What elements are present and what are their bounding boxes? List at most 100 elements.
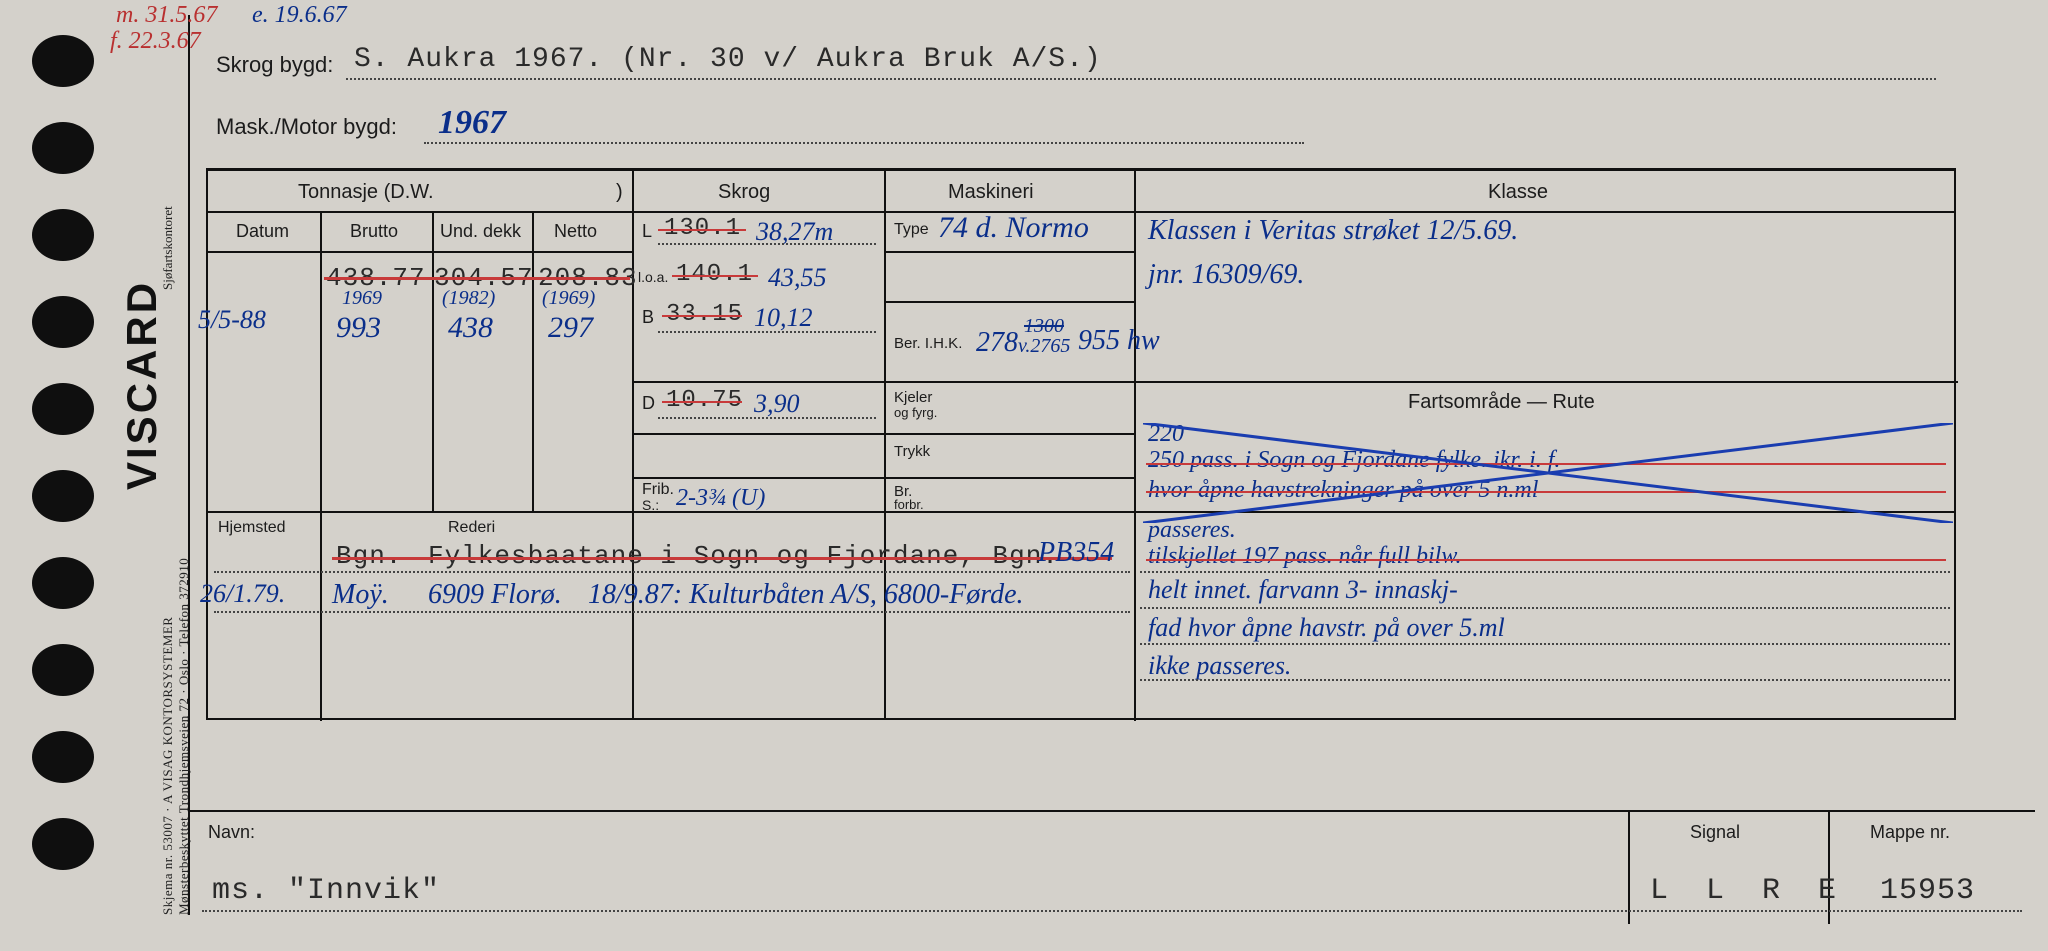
dotline [1140, 643, 1950, 645]
brand-viscard: VISCARD [118, 280, 166, 490]
dotline [424, 142, 1304, 144]
hdr-datum: Datum [236, 221, 289, 242]
value-skrog-bygd: S. Aukra 1967. (Nr. 30 v/ Aukra Bruk A/S… [354, 44, 1102, 75]
lbl-navn: Navn: [208, 822, 255, 843]
form-grid: Tonnasje (D.W. ) Skrog Maskineri Klasse … [206, 168, 1956, 720]
hjem-date2: 26/1.79. [200, 579, 285, 609]
ber-side: v.2765 [1018, 335, 1070, 358]
hole [32, 209, 94, 261]
hjem-2b: 6909 Florø. [428, 579, 562, 611]
fart-l2b: passeres. [1148, 517, 1236, 544]
hole [32, 122, 94, 174]
lbl-trykk: Trykk [894, 443, 930, 460]
dotline [1140, 679, 1950, 681]
grid-hline [884, 251, 1134, 253]
Loa-new: 43,55 [768, 263, 827, 293]
val-signal: L L R E [1650, 874, 1846, 908]
frib-val: 2-3¾ (U) [676, 485, 765, 512]
klasse-l2: jnr. 16309/69. [1148, 259, 1304, 291]
hdr-netto: Netto [554, 221, 597, 242]
dotline [214, 571, 1130, 573]
dotline [658, 331, 876, 333]
und-above: (1982) [442, 287, 495, 310]
grid-hline [632, 433, 1134, 435]
grid-vline [1134, 511, 1136, 721]
hdr-tonnasje: Tonnasje (D.W. [298, 181, 434, 204]
grid-vline [884, 171, 886, 718]
lbl-D: D [642, 393, 655, 414]
und-2: 438 [448, 311, 493, 345]
lbl-rederi: Rederi [448, 519, 495, 537]
note-f-date: f. 22.3.67 [110, 28, 201, 55]
dotline [1140, 607, 1950, 609]
grid-hline [632, 477, 1134, 479]
lbl-kjeler-sub: og fyrg. [894, 405, 937, 420]
red-strike [332, 557, 1112, 560]
D-new: 3,90 [754, 389, 800, 419]
spine-side-label: Sjøfartskontoret [160, 206, 176, 290]
punch-holes [32, 30, 112, 890]
hjem-2c: 18/9.87: Kulturbåten A/S, 6800-Førde. [588, 579, 1024, 611]
lbl-kjeler: Kjeler [894, 389, 932, 406]
dotline [214, 611, 1130, 613]
red-strike [672, 275, 758, 277]
hole [32, 818, 94, 870]
fart-l6: ikke passeres. [1148, 651, 1291, 681]
red-strike [324, 277, 630, 280]
hole [32, 644, 94, 696]
grid-vline [320, 511, 322, 721]
grid-hline [884, 301, 1134, 303]
hdr-fart: Fartsområde — Rute [1408, 391, 1595, 414]
dotline [346, 78, 1936, 80]
lbl-ber: Ber. I.H.K. [894, 335, 962, 352]
lbl-L: L [642, 221, 652, 242]
footer-strip: Navn: ms. "Innvik" Signal L L R E Mappe … [190, 810, 2035, 922]
grid-hline [1134, 381, 1958, 383]
hole [32, 35, 94, 87]
grid-vline [532, 211, 534, 511]
grid-vline [432, 211, 434, 511]
fart-l3: tilskjellet 197 pass. når full bilw. [1148, 543, 1462, 570]
grid-hline [632, 381, 1134, 383]
val-mappe: 15953 [1880, 874, 1975, 908]
index-card: VISCARD Skjema nr. 53007 · A VISAG KONTO… [0, 0, 2048, 951]
label-motor-bygd: Mask./Motor bygd: [216, 114, 397, 140]
ber-val: 278 [976, 327, 1018, 359]
red-strike [662, 315, 742, 317]
dotline [1140, 571, 1950, 573]
hole [32, 470, 94, 522]
dotline [202, 910, 2022, 912]
ber-extra: 955 hw [1078, 325, 1160, 357]
spine: VISCARD Skjema nr. 53007 · A VISAG KONTO… [112, 15, 190, 915]
cross-x-icon [1143, 423, 1953, 523]
lbl-mappe: Mappe nr. [1870, 822, 1950, 843]
lbl-type: Type [894, 221, 929, 239]
hdr-skrog: Skrog [718, 181, 770, 204]
grid-vline [1628, 812, 1630, 924]
hole [32, 557, 94, 609]
fart-l4: helt innet. farvann 3- innaskj- [1148, 575, 1458, 605]
red-strike [658, 229, 746, 231]
datum-2: 5/5-88 [198, 305, 266, 335]
brutto-above: 1969 [342, 287, 382, 310]
hjem-2a: Moÿ. [332, 579, 389, 611]
lbl-br-sub: forbr. [894, 497, 924, 512]
hjem-tail: PB354 [1038, 537, 1114, 569]
grid-vline [320, 211, 322, 511]
grid-vline [632, 171, 634, 718]
type-val: 74 d. Normo [938, 211, 1089, 245]
lbl-B: B [642, 307, 654, 328]
lbl-hjemsted: Hjemsted [218, 519, 286, 537]
spine-line1: Skjema nr. 53007 · A VISAG KONTORSYSTEME… [160, 617, 176, 915]
dotline [658, 243, 876, 245]
lbl-frib-s: S.: [642, 497, 659, 513]
klasse-l1: Klassen i Veritas strøket 12/5.69. [1148, 215, 1518, 247]
val-navn: ms. "Innvik" [212, 874, 440, 908]
B-new: 10,12 [754, 303, 813, 333]
hdr-maskineri: Maskineri [948, 181, 1034, 204]
netto-2: 297 [548, 311, 593, 345]
lbl-signal: Signal [1690, 822, 1740, 843]
red-strike [1146, 559, 1946, 561]
value-motor-bygd: 1967 [438, 104, 506, 142]
hdr-tonnasje-close: ) [616, 181, 623, 204]
